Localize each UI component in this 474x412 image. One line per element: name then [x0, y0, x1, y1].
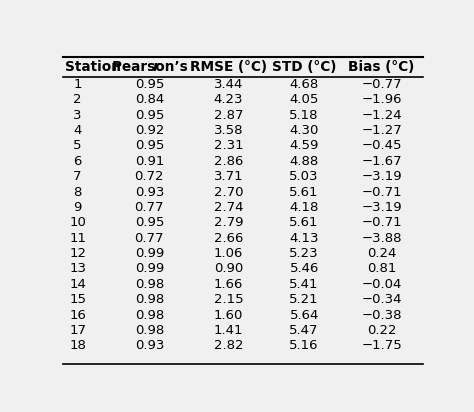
Text: 2.74: 2.74	[214, 201, 243, 214]
Text: 0.72: 0.72	[135, 170, 164, 183]
Text: 5.47: 5.47	[289, 324, 319, 337]
Text: 0.84: 0.84	[135, 93, 164, 106]
Text: 4.68: 4.68	[290, 78, 319, 91]
Text: 17: 17	[69, 324, 86, 337]
Text: −1.96: −1.96	[361, 93, 402, 106]
Text: 2.86: 2.86	[214, 155, 243, 168]
Text: 12: 12	[69, 247, 86, 260]
Text: 3.71: 3.71	[214, 170, 243, 183]
Text: 9: 9	[73, 201, 82, 214]
Text: −0.71: −0.71	[361, 185, 402, 199]
Text: Station: Station	[65, 61, 121, 75]
Text: 0.99: 0.99	[135, 262, 164, 275]
Text: 5.61: 5.61	[289, 185, 319, 199]
Text: 0.95: 0.95	[135, 78, 164, 91]
Text: 3.44: 3.44	[214, 78, 243, 91]
Text: 2.82: 2.82	[214, 339, 243, 352]
Text: 7: 7	[73, 170, 82, 183]
Text: 2.15: 2.15	[214, 293, 243, 306]
Text: 5.41: 5.41	[289, 278, 319, 291]
Text: 4.13: 4.13	[289, 232, 319, 245]
Text: −0.71: −0.71	[361, 216, 402, 229]
Text: 5.03: 5.03	[289, 170, 319, 183]
Text: 0.92: 0.92	[135, 124, 164, 137]
Text: −0.04: −0.04	[361, 278, 401, 291]
Text: 0.81: 0.81	[367, 262, 396, 275]
Text: 4.23: 4.23	[214, 93, 243, 106]
Text: 5.46: 5.46	[290, 262, 319, 275]
Text: 1.66: 1.66	[214, 278, 243, 291]
Text: 13: 13	[69, 262, 86, 275]
Text: 4: 4	[73, 124, 82, 137]
Text: 1.06: 1.06	[214, 247, 243, 260]
Text: 14: 14	[69, 278, 86, 291]
Text: 2.66: 2.66	[214, 232, 243, 245]
Text: 3.58: 3.58	[214, 124, 243, 137]
Text: 2.31: 2.31	[214, 139, 243, 152]
Text: 5.23: 5.23	[289, 247, 319, 260]
Text: 2.87: 2.87	[214, 109, 243, 122]
Text: 5.16: 5.16	[289, 339, 319, 352]
Text: 5.21: 5.21	[289, 293, 319, 306]
Text: 6: 6	[73, 155, 82, 168]
Text: 8: 8	[73, 185, 82, 199]
Text: 10: 10	[69, 216, 86, 229]
Text: 0.77: 0.77	[135, 201, 164, 214]
Text: 0.24: 0.24	[367, 247, 396, 260]
Text: −0.38: −0.38	[361, 309, 402, 321]
Text: 0.95: 0.95	[135, 216, 164, 229]
Text: 5.64: 5.64	[290, 309, 319, 321]
Text: −3.88: −3.88	[361, 232, 402, 245]
Text: RMSE (°C): RMSE (°C)	[190, 61, 267, 75]
Text: 0.99: 0.99	[135, 247, 164, 260]
Text: −0.77: −0.77	[361, 78, 402, 91]
Text: 5.18: 5.18	[289, 109, 319, 122]
Text: 0.93: 0.93	[135, 339, 164, 352]
Text: STD (°C): STD (°C)	[272, 61, 337, 75]
Text: Bias (°C): Bias (°C)	[348, 61, 415, 75]
Text: 4.88: 4.88	[290, 155, 319, 168]
Text: 0.98: 0.98	[135, 324, 164, 337]
Text: 0.95: 0.95	[135, 109, 164, 122]
Text: 15: 15	[69, 293, 86, 306]
Text: 16: 16	[69, 309, 86, 321]
Text: 2.79: 2.79	[214, 216, 243, 229]
Text: 4.30: 4.30	[290, 124, 319, 137]
Text: 2.70: 2.70	[214, 185, 243, 199]
Text: 4.59: 4.59	[290, 139, 319, 152]
Text: 0.98: 0.98	[135, 293, 164, 306]
Text: −0.34: −0.34	[361, 293, 402, 306]
Text: 0.90: 0.90	[214, 262, 243, 275]
Text: 2: 2	[73, 93, 82, 106]
Text: 1.41: 1.41	[214, 324, 243, 337]
Text: 0.91: 0.91	[135, 155, 164, 168]
Text: −1.24: −1.24	[361, 109, 402, 122]
Text: 0.95: 0.95	[135, 139, 164, 152]
Text: 0.22: 0.22	[367, 324, 396, 337]
Text: −3.19: −3.19	[361, 170, 402, 183]
Text: 11: 11	[69, 232, 86, 245]
Text: −1.75: −1.75	[361, 339, 402, 352]
Text: 5.61: 5.61	[289, 216, 319, 229]
Text: r: r	[153, 61, 159, 75]
Text: 18: 18	[69, 339, 86, 352]
Text: 0.98: 0.98	[135, 309, 164, 321]
Text: 4.18: 4.18	[290, 201, 319, 214]
Text: −1.67: −1.67	[361, 155, 402, 168]
Text: 0.93: 0.93	[135, 185, 164, 199]
Text: 0.77: 0.77	[135, 232, 164, 245]
Text: −1.27: −1.27	[361, 124, 402, 137]
Text: −3.19: −3.19	[361, 201, 402, 214]
Text: 5: 5	[73, 139, 82, 152]
Text: 0.98: 0.98	[135, 278, 164, 291]
Text: 1.60: 1.60	[214, 309, 243, 321]
Text: −0.45: −0.45	[361, 139, 402, 152]
Text: Pearson’s: Pearson’s	[111, 61, 192, 75]
Text: 4.05: 4.05	[290, 93, 319, 106]
Text: 3: 3	[73, 109, 82, 122]
Text: 1: 1	[73, 78, 82, 91]
